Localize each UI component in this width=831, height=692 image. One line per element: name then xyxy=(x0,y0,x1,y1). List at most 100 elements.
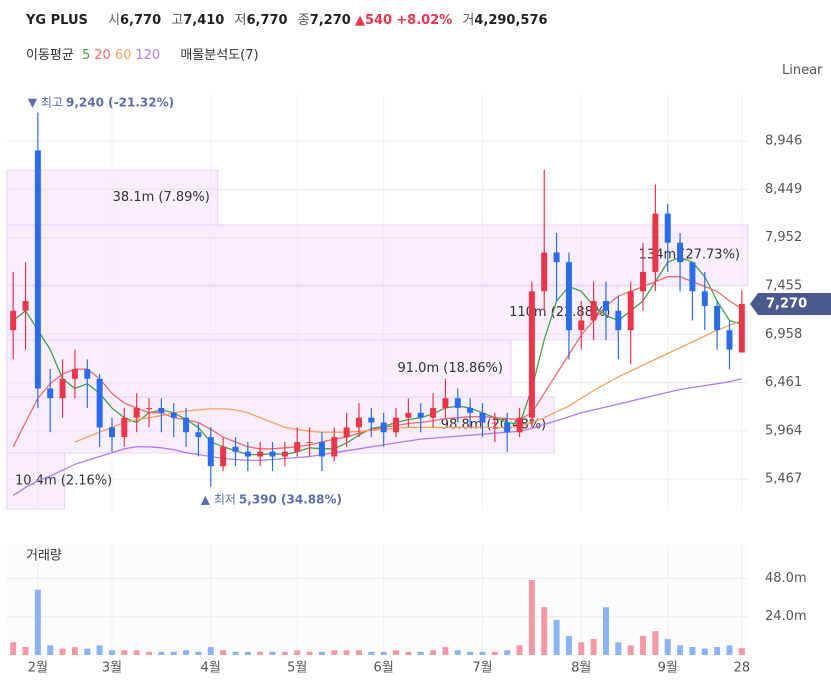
volume-bar xyxy=(47,645,54,655)
field-key: 종 xyxy=(297,13,310,28)
volume-bar xyxy=(405,651,412,655)
volume-bar xyxy=(664,639,671,655)
scale-toggle[interactable]: Linear xyxy=(782,63,823,78)
volume-bar xyxy=(244,651,251,655)
stock-name: YG PLUS xyxy=(26,13,88,28)
volume-bar xyxy=(355,650,362,655)
last-price-tag xyxy=(750,292,831,315)
x-tick-label: 6월 xyxy=(374,661,394,676)
volume-title: 거래량 xyxy=(26,549,62,564)
candle-body xyxy=(281,451,288,457)
y-tick-label: 8,449 xyxy=(765,182,802,197)
volume-bar xyxy=(183,650,190,655)
candle-body xyxy=(170,412,177,418)
candle-body xyxy=(565,262,572,331)
profile-band xyxy=(6,452,66,510)
volume-bar xyxy=(108,650,115,655)
volume-bar xyxy=(578,642,585,655)
volume-bar xyxy=(133,650,140,655)
candle-body xyxy=(504,422,511,433)
candle-body xyxy=(71,369,78,379)
candle-body xyxy=(491,422,498,424)
volume-bar xyxy=(553,619,560,655)
candle-body xyxy=(257,451,264,457)
candle-body xyxy=(232,446,239,452)
annotation-label: 최저 xyxy=(214,492,236,506)
volume-bar xyxy=(640,635,647,655)
legend-title: 이동평균 xyxy=(26,48,74,63)
candle-body xyxy=(355,417,362,428)
legend-entry[interactable]: 120 xyxy=(135,48,161,63)
profile-label: 134m (27.73%) xyxy=(639,248,740,263)
candle-body xyxy=(516,417,523,433)
field-key: 시 xyxy=(108,13,120,28)
volume-bar xyxy=(121,650,128,655)
profile-label: 38.1m (7.89%) xyxy=(113,190,210,205)
candle-body xyxy=(183,417,190,433)
volume-bar xyxy=(602,607,609,655)
volume-bar xyxy=(738,648,745,655)
volume-pane xyxy=(7,545,748,655)
volume-bar xyxy=(393,650,400,655)
candle-body xyxy=(393,417,400,433)
legend-entry[interactable]: 60 xyxy=(114,48,132,63)
volume-bar xyxy=(368,651,375,655)
candle-body xyxy=(34,150,41,389)
legend-entry[interactable]: 20 xyxy=(94,48,111,63)
candle-body xyxy=(528,291,535,418)
candle-body xyxy=(133,407,140,418)
y-tick-label: 6,958 xyxy=(765,327,802,342)
volume-bar xyxy=(504,650,511,655)
volume-bar xyxy=(59,648,66,655)
candle-body xyxy=(627,291,634,331)
x-tick-label: 7월 xyxy=(472,661,492,676)
candle-body xyxy=(158,407,165,413)
y-tick-label: 8,946 xyxy=(765,134,802,149)
candle-body xyxy=(652,213,659,272)
volume-bar xyxy=(528,580,535,655)
candle-body xyxy=(121,417,128,438)
annotation-label: 최고 xyxy=(41,95,63,109)
candle-body xyxy=(207,437,214,467)
volume-bar xyxy=(158,651,165,655)
candle-body xyxy=(405,412,412,418)
x-tick-label: 8월 xyxy=(571,661,591,676)
volume-bar xyxy=(627,645,634,655)
change-pct: +8.02% xyxy=(396,13,453,28)
volume-bar xyxy=(726,645,733,655)
volume-bar xyxy=(615,642,622,655)
volume-bar xyxy=(34,589,41,655)
volume-bar xyxy=(590,639,597,655)
volume-bar xyxy=(318,651,325,655)
volume-bar xyxy=(343,650,350,655)
y-tick-label: 48.0m xyxy=(765,571,807,586)
candle-body xyxy=(689,262,696,292)
profile-legend[interactable]: 매물분석도(7) xyxy=(180,48,259,63)
volume-bar xyxy=(380,651,387,655)
volume-bar xyxy=(417,651,424,655)
volume-key: 거 xyxy=(462,13,475,28)
y-tick-label: 6,461 xyxy=(765,375,802,390)
volume-bar xyxy=(331,650,338,655)
field-key: 저 xyxy=(234,13,247,28)
change: 540 xyxy=(364,13,393,28)
candle-body xyxy=(454,398,461,408)
x-tick-label: 28 xyxy=(734,661,751,676)
volume-bar xyxy=(220,650,227,655)
x-tick-label: 3월 xyxy=(102,661,122,676)
volume-bar xyxy=(84,648,91,655)
volume-bar xyxy=(454,650,461,655)
candle-body xyxy=(343,427,350,438)
volume-bar xyxy=(146,651,153,655)
volume-bar xyxy=(257,651,264,655)
candle-body xyxy=(738,303,745,353)
volume-bar xyxy=(714,647,721,655)
candle-body xyxy=(417,412,424,418)
y-tick-label: 5,467 xyxy=(765,472,802,487)
candle-body xyxy=(615,310,622,331)
legend-entry[interactable]: 5 xyxy=(81,48,91,63)
candle-body xyxy=(195,432,202,438)
volume-bar xyxy=(10,642,17,655)
volume-bar xyxy=(207,647,214,655)
candle-body xyxy=(467,407,474,413)
